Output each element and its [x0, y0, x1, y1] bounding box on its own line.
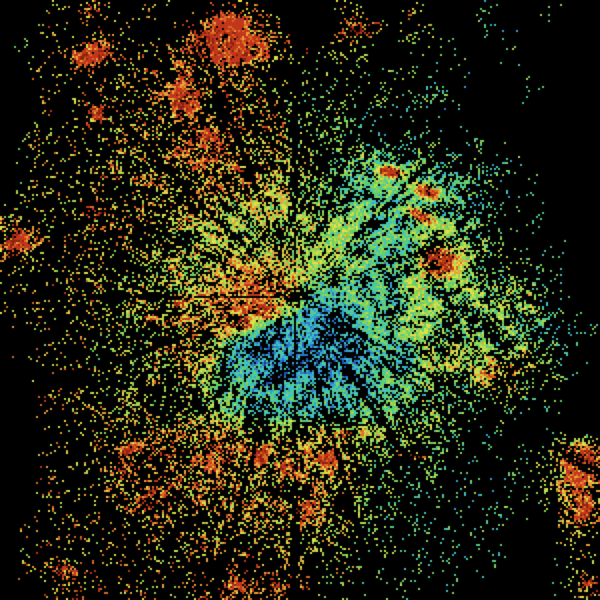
radar-ppi-display — [0, 0, 600, 600]
radar-reflectivity-canvas — [0, 0, 600, 600]
